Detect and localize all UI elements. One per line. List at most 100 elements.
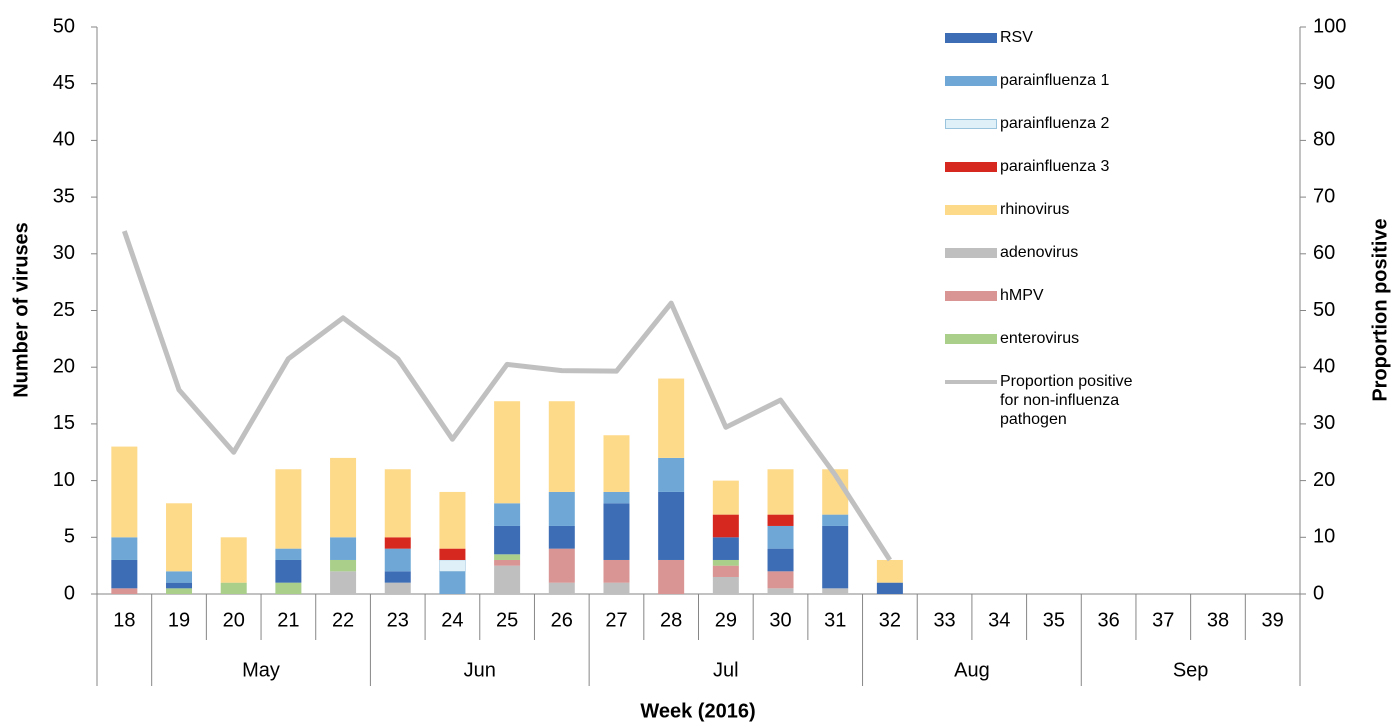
- legend-swatch: [945, 334, 997, 344]
- legend-swatch: [945, 380, 997, 384]
- x-tick-label: 29: [715, 609, 737, 631]
- bar-segment: [330, 537, 357, 560]
- bar-segment: [275, 548, 302, 560]
- legend-swatch: [945, 248, 997, 258]
- line: [121, 230, 892, 562]
- legend-swatch: [945, 76, 997, 86]
- legend-label: parainfluenza 1: [1000, 72, 1110, 89]
- x-tick-label: 37: [1152, 609, 1174, 631]
- bar-segment: [603, 559, 630, 583]
- bar-segment: [712, 576, 739, 594]
- y-tick-label: 45: [53, 72, 75, 94]
- bar-segment: [494, 559, 521, 566]
- group-label: Jul: [713, 659, 739, 681]
- x-tick-label: 34: [988, 609, 1010, 631]
- x-tick-label: 19: [168, 609, 190, 631]
- bar-segment: [275, 559, 302, 583]
- bar-segment: [822, 525, 849, 589]
- y2-tick-label: 50: [1313, 299, 1335, 321]
- legend-item: RSV: [945, 28, 1145, 71]
- legend-item: enterovirus: [945, 329, 1145, 372]
- legend-item: parainfluenza 1: [945, 71, 1145, 114]
- bar-segment: [439, 571, 466, 594]
- bar-segment: [166, 503, 193, 572]
- legend-label: hMPV: [1000, 287, 1044, 304]
- x-tick-label: 32: [879, 609, 901, 631]
- legend-label: Proportion positive for non-influenza pa…: [1000, 373, 1133, 428]
- bar-segment: [275, 469, 302, 549]
- bar-segment: [712, 537, 739, 560]
- bar-segment: [384, 469, 411, 538]
- bar-segment: [658, 491, 685, 560]
- bar-segment: [548, 525, 575, 549]
- x-tick-label: 24: [441, 609, 463, 631]
- y-tick-label: 50: [53, 15, 75, 37]
- bar-segment: [767, 548, 794, 572]
- bar-segment: [658, 378, 685, 458]
- bar-segment: [439, 491, 466, 549]
- x-tick-label: 21: [277, 609, 299, 631]
- group-label: May: [242, 659, 280, 681]
- bar-segment: [603, 582, 630, 594]
- y-tick-label: 35: [53, 185, 75, 207]
- bar-segment: [767, 588, 794, 594]
- bar-segment: [712, 514, 739, 538]
- y2-tick-label: 100: [1313, 15, 1346, 37]
- bar-segment: [548, 491, 575, 526]
- y2-tick-label: 20: [1313, 469, 1335, 491]
- bar-segment: [767, 525, 794, 549]
- bar-segment: [658, 559, 685, 594]
- bar-segment: [876, 582, 903, 594]
- bar-segment: [166, 588, 193, 594]
- bar-segment: [111, 537, 138, 560]
- legend-label: parainfluenza 3: [1000, 158, 1110, 175]
- legend-item: Proportion positive for non-influenza pa…: [945, 372, 1145, 428]
- y2-tick-label: 60: [1313, 242, 1335, 264]
- x-tick-label: 25: [496, 609, 518, 631]
- bar-segment: [876, 559, 903, 583]
- bar-segment: [658, 457, 685, 492]
- bar-segment: [767, 571, 794, 589]
- y2-tick-label: 90: [1313, 72, 1335, 94]
- x-tick-label: 36: [1097, 609, 1119, 631]
- legend-item: hMPV: [945, 286, 1145, 329]
- y2-axis-title: Proportion positive: [1369, 218, 1391, 401]
- x-tick-label: 20: [223, 609, 245, 631]
- bar-segment: [712, 480, 739, 515]
- bar-segment: [111, 446, 138, 538]
- y-tick-label: 20: [53, 355, 75, 377]
- legend: RSV parainfluenza 1 parainfluenza 2 parainf…: [945, 28, 1145, 428]
- y-tick-label: 0: [64, 582, 75, 604]
- bar-segment: [494, 503, 521, 526]
- y-tick-label: 40: [53, 129, 75, 151]
- group-label: Aug: [954, 659, 990, 681]
- bar-segment: [494, 525, 521, 555]
- legend-item: parainfluenza 3: [945, 157, 1145, 200]
- bar-segment: [439, 548, 466, 560]
- y2-tick-label: 10: [1313, 526, 1335, 548]
- bar-segment: [330, 457, 357, 538]
- y-tick-label: 30: [53, 242, 75, 264]
- y-tick-label: 25: [53, 299, 75, 321]
- y-axis-title: Number of viruses: [10, 222, 32, 398]
- bar-segment: [548, 548, 575, 583]
- x-tick-label: 28: [660, 609, 682, 631]
- bar-segment: [220, 537, 247, 583]
- bar-segment: [384, 537, 411, 549]
- y-tick-label: 15: [53, 412, 75, 434]
- y2-tick-label: 40: [1313, 355, 1335, 377]
- bar-segment: [494, 554, 521, 560]
- bar-segment: [384, 571, 411, 583]
- bar-segment: [767, 514, 794, 526]
- bar-segment: [494, 401, 521, 504]
- x-tick-label: 22: [332, 609, 354, 631]
- y-tick-label: 5: [64, 526, 75, 548]
- bar-segment: [439, 559, 466, 572]
- y-tick-label: 10: [53, 469, 75, 491]
- legend-label: rhinovirus: [1000, 201, 1070, 218]
- x-tick-label: 31: [824, 609, 846, 631]
- bar-segment: [548, 401, 575, 492]
- x-tick-label: 35: [1043, 609, 1065, 631]
- legend-swatch: [945, 291, 997, 301]
- legend-swatch: [945, 119, 997, 129]
